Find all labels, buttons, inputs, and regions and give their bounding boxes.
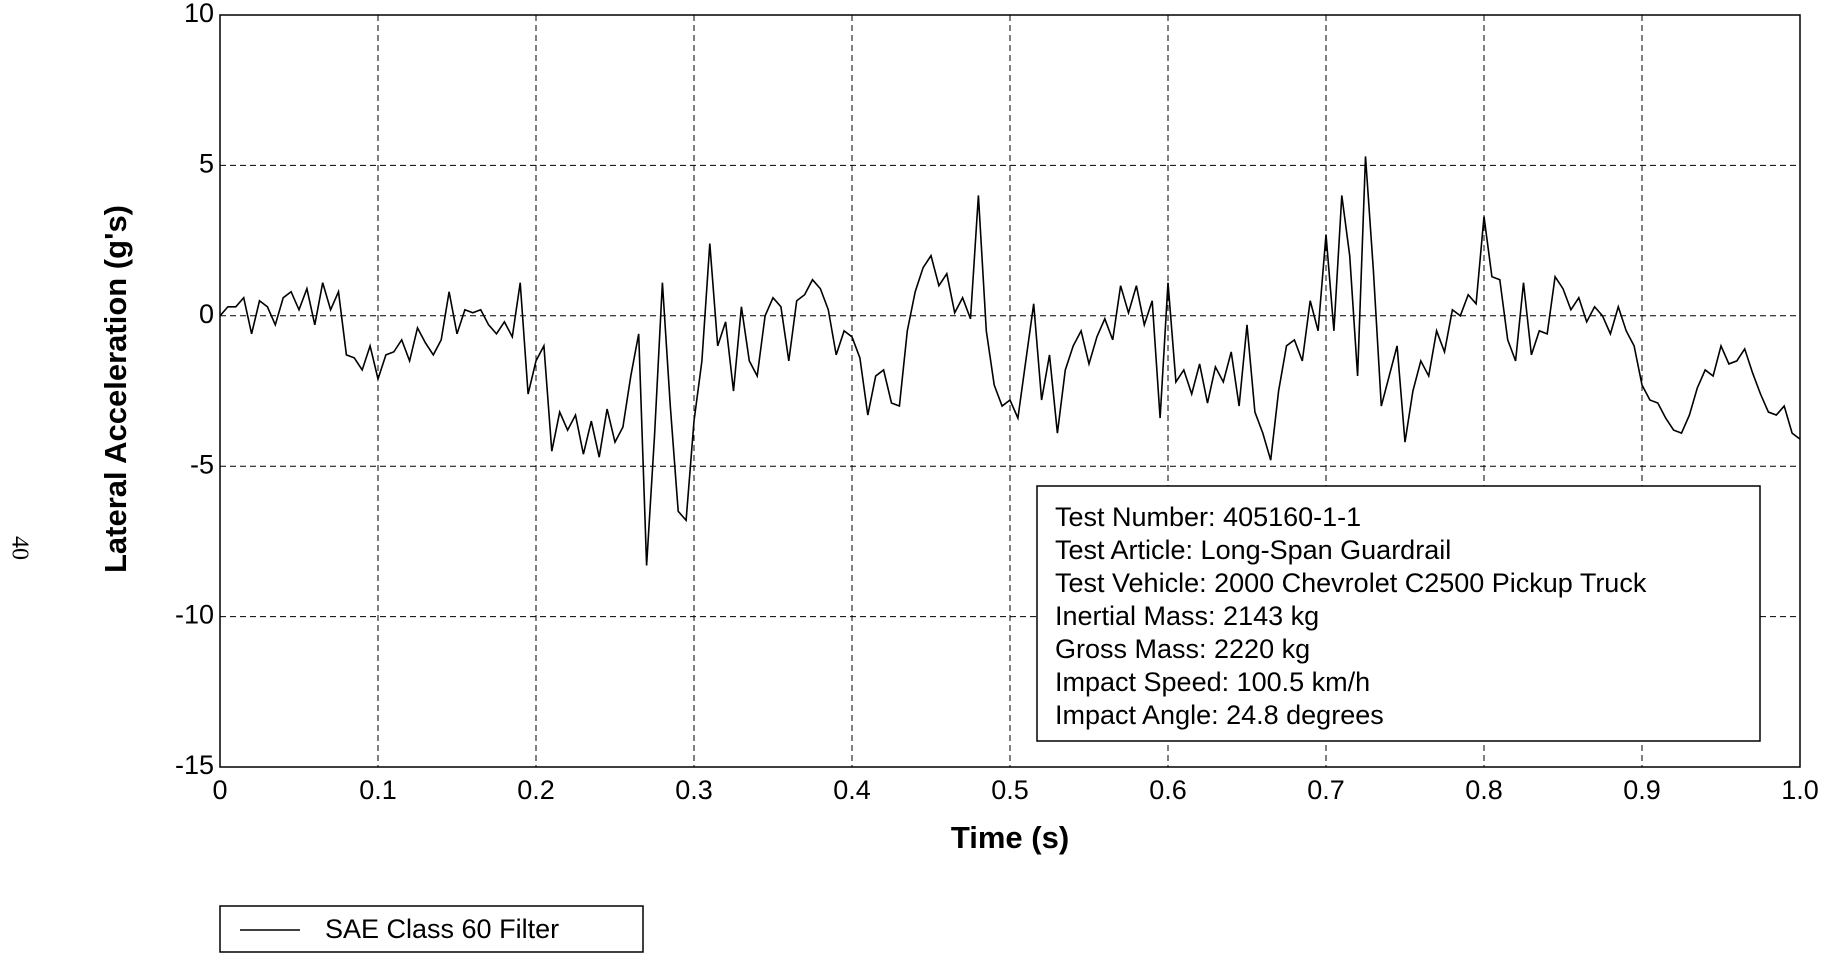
x-tick-label: 0.6 bbox=[1149, 775, 1187, 805]
y-tick-label: 0 bbox=[199, 299, 214, 329]
data-line bbox=[219, 156, 1801, 566]
x-axis-title: Time (s) bbox=[951, 820, 1069, 855]
y-tick-label: -5 bbox=[190, 449, 214, 479]
info-text: Impact Speed: 100.5 km/h bbox=[1055, 667, 1370, 697]
info-text: Inertial Mass: 2143 kg bbox=[1055, 601, 1319, 631]
page-number: 40 bbox=[6, 536, 32, 560]
x-tick-label: 0.4 bbox=[833, 775, 871, 805]
info-text: Gross Mass: 2220 kg bbox=[1055, 634, 1310, 664]
x-tick-label: 0.5 bbox=[991, 775, 1029, 805]
plot-frame bbox=[219, 14, 1801, 768]
y-tick-label: -15 bbox=[175, 750, 214, 780]
y-axis-title: Lateral Acceleration (g's) bbox=[98, 205, 133, 573]
x-tick-label: 1.0 bbox=[1781, 775, 1819, 805]
x-tick-label: 0 bbox=[212, 775, 227, 805]
x-tick-label: 0.7 bbox=[1307, 775, 1345, 805]
y-tick-label: 10 bbox=[184, 0, 214, 28]
x-tick-label: 0.3 bbox=[675, 775, 713, 805]
y-tick-label: -10 bbox=[175, 600, 214, 630]
info-text: Test Number: 405160-1-1 bbox=[1055, 502, 1361, 532]
x-tick-label: 0.9 bbox=[1623, 775, 1661, 805]
info-text: Impact Angle: 24.8 degrees bbox=[1055, 700, 1384, 730]
legend-label: SAE Class 60 Filter bbox=[325, 914, 559, 944]
x-tick-label: 0.8 bbox=[1465, 775, 1503, 805]
x-tick-label: 0.1 bbox=[359, 775, 397, 805]
info-text: Test Vehicle: 2000 Chevrolet C2500 Picku… bbox=[1055, 568, 1647, 598]
legend-box bbox=[219, 905, 644, 953]
x-tick-label: 0.2 bbox=[517, 775, 555, 805]
info-text: Test Article: Long-Span Guardrail bbox=[1055, 535, 1451, 565]
info-box bbox=[1036, 485, 1761, 742]
y-tick-label: 5 bbox=[199, 149, 214, 179]
